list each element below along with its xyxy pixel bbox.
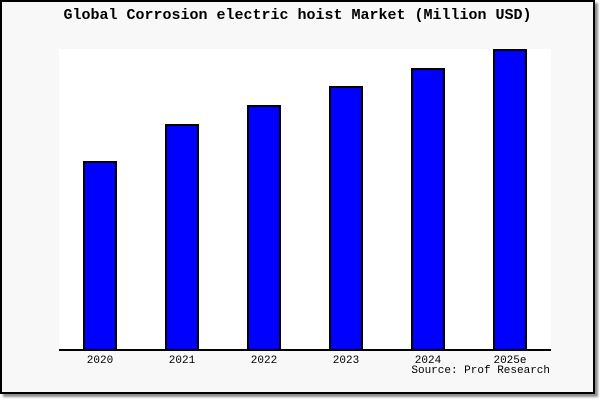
x-tick-label-2022: 2022 — [250, 355, 278, 367]
bar-slot-2022 — [223, 49, 305, 349]
x-tick-label-2024: 2024 — [414, 355, 442, 367]
bar-2024 — [411, 67, 445, 349]
x-tick-label-2025e: 2025e — [493, 355, 527, 367]
chart-title: Global Corrosion electric hoist Market (… — [63, 7, 532, 24]
bar-2021 — [165, 123, 199, 349]
chart-frame: Global Corrosion electric hoist Market (… — [0, 0, 595, 394]
bar-slot-2020 — [59, 49, 141, 349]
bar-2020 — [83, 160, 117, 349]
x-tick-label-2020: 2020 — [86, 355, 114, 367]
x-tick-label-2021: 2021 — [168, 355, 196, 367]
bar-slot-2021 — [141, 49, 223, 349]
source-note: Source: Prof Research — [411, 365, 550, 377]
bar-slot-2025e — [469, 49, 551, 349]
bar-slot-2023 — [305, 49, 387, 349]
bar-slot-2024 — [387, 49, 469, 349]
bar-2025e — [493, 49, 527, 349]
bars-container — [59, 49, 551, 349]
bar-2022 — [247, 104, 281, 349]
x-axis-labels: 2020 2021 2022 2023 2024 2025e — [59, 354, 551, 368]
x-tick-label-2023: 2023 — [332, 355, 360, 367]
bar-2023 — [329, 85, 363, 349]
plot-area — [59, 49, 551, 351]
